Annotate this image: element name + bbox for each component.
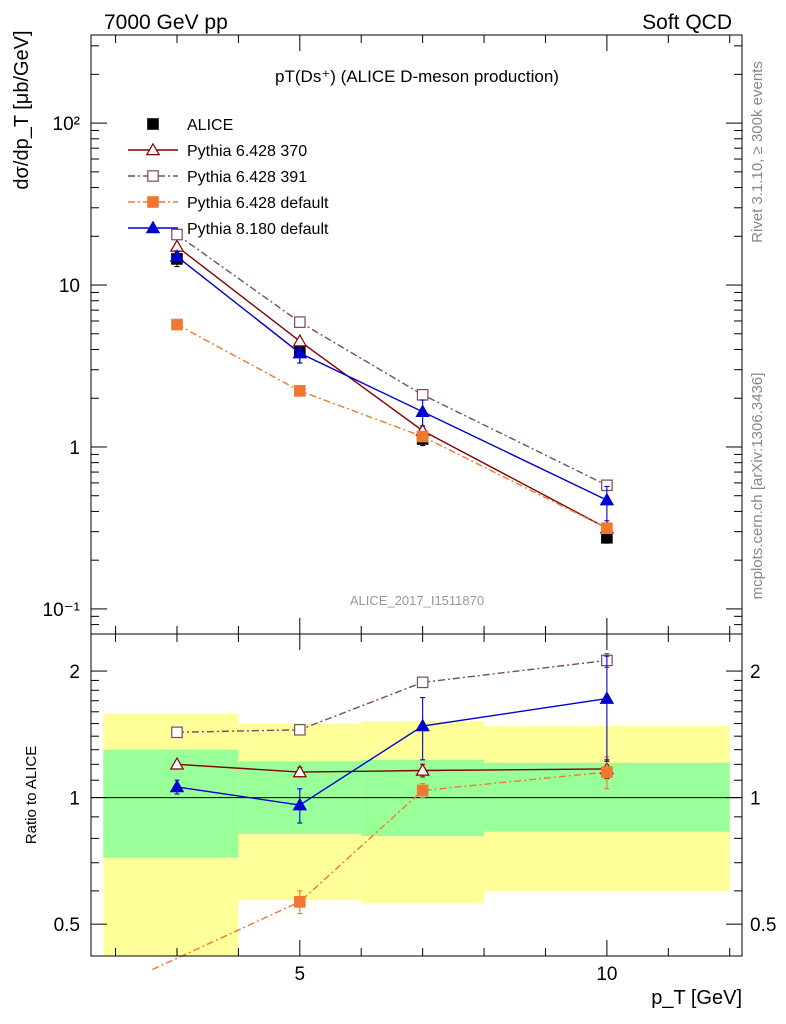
marker-main-pythia-6-428-391-2 bbox=[416, 388, 429, 401]
ratio-ytick-label-left-2: 0.5 bbox=[54, 915, 80, 936]
marker-ratio-pythia-6-428-370-0 bbox=[169, 756, 185, 770]
header-energy: 7000 GeV pp bbox=[104, 11, 228, 34]
main-ytick-label-0: 10² bbox=[53, 114, 80, 135]
series-line-ratio-pythia-6-428-391 bbox=[176, 659, 607, 734]
main-y-axis-title: dσ/dp_T [μb/GeV] bbox=[11, 30, 33, 189]
series-line-ratio-pythia-6-428-default bbox=[152, 771, 607, 971]
marker-ratio-pythia-8-180-default-0 bbox=[169, 779, 185, 793]
series-line-main-pythia-6-428-391 bbox=[176, 233, 608, 486]
main-ytick-label-2: 1 bbox=[69, 438, 80, 459]
marker-main-pythia-6-428-default-0 bbox=[171, 318, 183, 331]
marker-main-pythia-6-428-default-3 bbox=[601, 522, 613, 535]
marker-ratio-pythia-6-428-default-1 bbox=[294, 896, 306, 908]
legend-label-pythia-6-428-391: Pythia 6.428 391 bbox=[187, 169, 307, 186]
marker-ratio-pythia-6-428-391-2 bbox=[416, 676, 429, 689]
marker-ratio-pythia-6-428-default-3 bbox=[601, 766, 613, 778]
marker-legend-pythia-8-180-default-0 bbox=[145, 220, 161, 234]
series-line-main-pythia-6-428-370 bbox=[176, 245, 608, 529]
marker-ratio-pythia-8-180-default-2 bbox=[415, 718, 430, 732]
marker-legend-pythia-6-428-default-0 bbox=[147, 196, 159, 208]
series-line-main-pythia-6-428-default bbox=[176, 323, 608, 529]
watermark-analysis: ALICE_2017_I1511870 bbox=[350, 593, 484, 608]
legend: ALICE Pythia 6.428 370 Pythia 6.428 391 Pyt… bbox=[128, 117, 329, 238]
legend-label-pythia-8-180-default: Pythia 8.180 default bbox=[187, 221, 329, 238]
main-y-axis-label: dσ/dp_T [μb/GeV] bbox=[11, 30, 33, 189]
marker-ratio-pythia-6-428-370-1 bbox=[292, 764, 308, 778]
marker-main-pythia-8-180-default-0 bbox=[169, 249, 185, 262]
legend-label-alice: ALICE bbox=[187, 117, 233, 134]
x-axis-label: p_T [GeV] bbox=[651, 987, 742, 1009]
series-line-main-pythia-8-180-default bbox=[176, 255, 608, 501]
marker-main-pythia-6-428-391-1 bbox=[294, 316, 306, 328]
marker-main-pythia-6-428-default-2 bbox=[416, 430, 429, 443]
marker-main-pythia-6-428-391-0 bbox=[171, 228, 183, 241]
ratio-ytick-label-right-2: 0.5 bbox=[750, 915, 776, 936]
main-title: pT(Ds⁺) (ALICE D-meson production) bbox=[275, 67, 559, 86]
ratio-ytick-label-left-0: 2 bbox=[69, 662, 80, 683]
xtick-label-1: 10 bbox=[596, 964, 617, 985]
uncertainty-band-green-0 bbox=[103, 749, 239, 858]
marker-legend-alice-0 bbox=[147, 118, 159, 130]
ratio-ytick-label-right-1: 1 bbox=[750, 789, 761, 810]
marker-ratio-pythia-6-428-370-2 bbox=[415, 763, 430, 776]
ratio-plot-frame bbox=[90, 633, 743, 957]
series-line-ratio-pythia-6-428-370 bbox=[176, 763, 607, 773]
marker-main-pythia-8-180-default-2 bbox=[415, 404, 430, 418]
marker-ratio-pythia-8-180-default-3 bbox=[599, 691, 615, 704]
header-category: Soft QCD bbox=[642, 11, 732, 34]
marker-main-pythia-6-428-370-1 bbox=[292, 333, 308, 347]
marker-main-pythia-6-428-default-1 bbox=[294, 385, 306, 397]
marker-ratio-pythia-6-428-391-0 bbox=[171, 726, 183, 739]
marker-main-pythia-8-180-default-3 bbox=[599, 492, 615, 506]
series-line-ratio-pythia-8-180-default bbox=[176, 697, 607, 806]
side-label-mcplots: mcplots.cern.ch [arXiv:1306.3436] bbox=[749, 373, 766, 600]
xtick-label-0: 5 bbox=[295, 964, 306, 985]
marker-main-pythia-8-180-default-1 bbox=[292, 345, 308, 359]
ratio-y-axis-label: Ratio to ALICE bbox=[23, 746, 40, 844]
marker-ratio-pythia-6-428-default-2 bbox=[416, 784, 429, 797]
main-ytick-label-1: 10 bbox=[59, 276, 80, 297]
marker-legend-pythia-6-428-370-0 bbox=[145, 142, 161, 156]
marker-ratio-pythia-6-428-391-1 bbox=[294, 723, 306, 736]
legend-label-pythia-6-428-default: Pythia 6.428 default bbox=[187, 195, 329, 212]
marker-legend-pythia-6-428-391-0 bbox=[147, 170, 159, 182]
legend-label-pythia-6-428-370: Pythia 6.428 370 bbox=[187, 143, 307, 160]
marker-main-alice-3 bbox=[601, 531, 613, 544]
ratio-ytick-label-right-0: 2 bbox=[750, 662, 761, 683]
marker-ratio-pythia-8-180-default-1 bbox=[292, 797, 308, 811]
main-ytick-label-3: 10⁻¹ bbox=[43, 600, 81, 621]
side-label-rivet: Rivet 3.1.10, ≥ 300k events bbox=[749, 61, 766, 243]
ratio-ytick-label-left-1: 1 bbox=[69, 789, 80, 810]
